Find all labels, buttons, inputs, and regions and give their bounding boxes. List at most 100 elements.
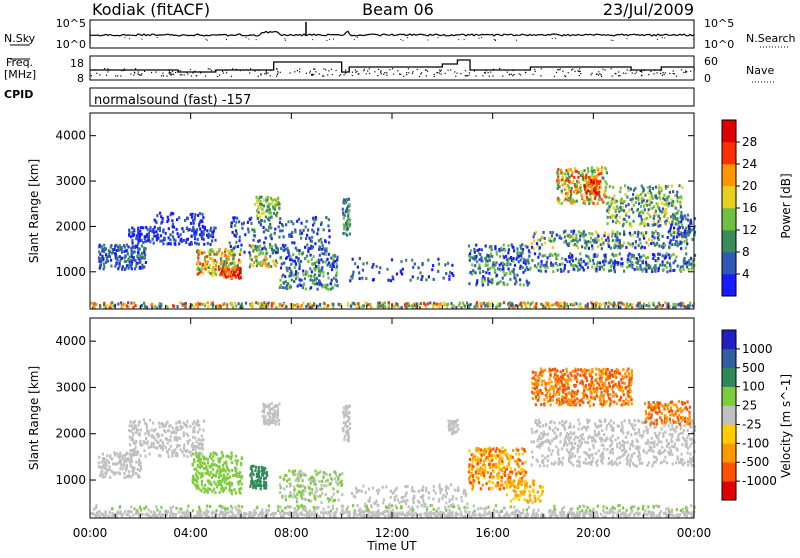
heatmap-cell-144 <box>296 303 298 306</box>
heatmap-cell-226 <box>335 511 337 514</box>
heatmap-cell-1040 <box>256 209 258 212</box>
heatmap-cell-2112 <box>537 498 539 501</box>
heatmap-cell-2812 <box>690 229 692 232</box>
heatmap-cell-2120 <box>532 397 534 400</box>
heatmap-cell-1296 <box>282 274 284 277</box>
heatmap-cell-2122 <box>590 237 592 240</box>
heatmap-cell-1813 <box>557 254 559 257</box>
heatmap-cell-558 <box>111 507 113 510</box>
heatmap-cell-586 <box>143 266 145 269</box>
heatmap-cell-2004 <box>669 269 671 272</box>
heatmap-cell-685 <box>172 235 174 238</box>
heatmap-cell-1841 <box>575 258 577 261</box>
heatmap-cell-1037 <box>175 432 177 435</box>
heatmap-cell-1358 <box>302 270 304 273</box>
heatmap-cell-1348 <box>298 257 300 260</box>
heatmap-cell-861 <box>128 470 130 473</box>
heatmap-cell-976 <box>154 428 156 431</box>
heatmap-cell-1174 <box>270 234 272 237</box>
heatmap-cell-2672 <box>667 217 669 220</box>
heatmap-cell-570 <box>148 508 150 511</box>
heatmap-cell-518 <box>655 514 657 517</box>
heatmap-cell-2699 <box>674 213 676 216</box>
heatmap-cell-2480 <box>607 216 609 219</box>
heatmap-cell-2034 <box>691 265 693 268</box>
heatmap-cell-2532 <box>624 193 626 196</box>
heatmap-cell-702 <box>485 507 487 510</box>
heatmap-cell-2462 <box>601 169 603 172</box>
heatmap-cell-941 <box>140 429 142 432</box>
heatmap-cell-303 <box>512 303 514 306</box>
heatmap-cell-2105 <box>534 500 536 503</box>
heatmap-cell-1466 <box>336 256 338 259</box>
heatmap-cell-1374 <box>310 275 312 278</box>
heatmap-cell-2084 <box>524 498 526 501</box>
heatmap-cell-12 <box>106 304 108 307</box>
heatmap-cell-283 <box>487 305 489 308</box>
heatmap-cell-1089 <box>273 199 275 202</box>
heatmap-cell-1461 <box>336 271 338 274</box>
heatmap-cell-327 <box>545 302 547 305</box>
heatmap-cell-2786 <box>681 235 683 238</box>
heatmap-cell-2174 <box>619 244 621 247</box>
heatmap-cell-2117 <box>539 485 541 488</box>
heatmap-cell-2771 <box>672 213 674 216</box>
heatmap-cell-649 <box>347 506 349 509</box>
heatmap-cell-1123 <box>202 429 204 432</box>
heatmap-cell-360 <box>475 513 477 516</box>
heatmap-cell-1752 <box>445 489 447 492</box>
heatmap-cell-1485 <box>344 199 346 202</box>
heatmap-cell-1563 <box>437 270 439 273</box>
heatmap-cell-714 <box>191 243 193 246</box>
heatmap-cell-1079 <box>271 216 273 219</box>
heatmap-cell-1004 <box>164 431 166 434</box>
heatmap-cell-494 <box>115 262 117 265</box>
heatmap-cell-1136 <box>248 251 250 254</box>
heatmap-cell-1215 <box>291 231 293 234</box>
heatmap-cell-1735 <box>432 498 434 501</box>
heatmap-cell-406 <box>527 513 529 516</box>
heatmap-cell-1816 <box>560 268 562 271</box>
heatmap-cell-1593 <box>334 499 336 502</box>
velocity-heatmap <box>90 368 696 519</box>
heatmap-cell-206 <box>384 302 386 305</box>
heatmap-cell-2190 <box>634 246 636 249</box>
heatmap-cell-626 <box>139 230 141 233</box>
heatmap-cell-1788 <box>540 260 542 263</box>
heatmap-cell-2094 <box>527 501 529 504</box>
heatmap-cell-1587 <box>470 249 472 252</box>
heatmap-cell-1561 <box>317 471 319 474</box>
heatmap-cell-1547 <box>412 266 414 269</box>
heatmap-cell-990 <box>160 445 162 448</box>
heatmap-cell-867 <box>215 264 217 267</box>
heatmap-cell-1897 <box>611 264 613 267</box>
heatmap-cell-567 <box>139 506 141 509</box>
heatmap-cell-1465 <box>279 491 281 494</box>
heatmap-cell-569 <box>145 506 147 509</box>
heatmap-cell-1597 <box>334 471 336 474</box>
heatmap-cell-1229 <box>301 232 303 235</box>
heatmap-cell-1429 <box>326 284 328 287</box>
heatmap-cell-1798 <box>547 256 549 259</box>
heatmap-cell-1010 <box>167 442 169 445</box>
heatmap-cell-1973 <box>652 257 654 260</box>
heatmap-cell-1865 <box>482 484 484 487</box>
heatmap-cell-2475 <box>604 180 606 183</box>
heatmap-cell-2230 <box>658 233 660 236</box>
heatmap-cell-365 <box>484 514 486 517</box>
heatmap-cell-1255 <box>313 231 315 234</box>
heatmap-cell-1030 <box>275 264 277 267</box>
heatmap-cell-2768 <box>673 227 675 230</box>
heatmap-cell-167 <box>327 304 329 307</box>
heatmap-cell-2014 <box>675 256 677 259</box>
heatmap-cell-621 <box>137 227 139 230</box>
heatmap-cell-1591 <box>332 487 334 490</box>
heatmap-cell-2182 <box>625 246 627 249</box>
heatmap-cell-18 <box>111 301 113 304</box>
heatmap-cell-1143 <box>252 239 254 242</box>
heatmap-cell-2601 <box>646 200 648 203</box>
heatmap-cell-1869 <box>594 253 596 256</box>
heatmap-cell-131 <box>227 512 229 515</box>
heatmap-cell-1299 <box>231 489 233 492</box>
heatmap-cell-677 <box>168 242 170 245</box>
